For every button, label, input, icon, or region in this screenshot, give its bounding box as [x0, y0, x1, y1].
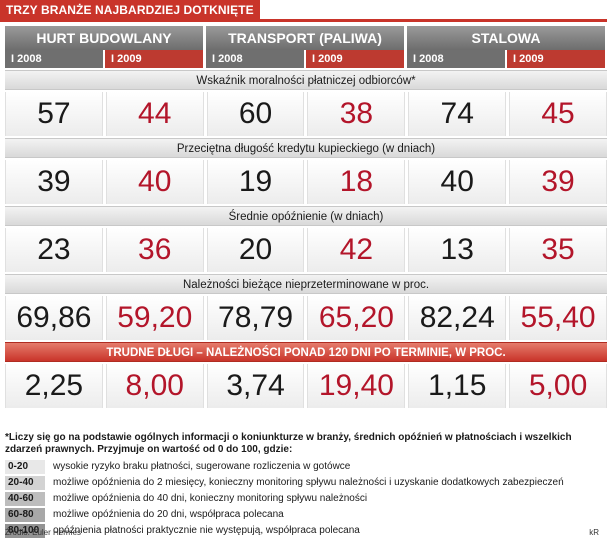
sector-header: STALOWA I 2008 I 2009	[407, 26, 605, 68]
value-cell: 20	[206, 228, 305, 272]
value-cell: 40	[408, 160, 507, 204]
value-cell: 23	[5, 228, 103, 272]
value-cell: 65,20	[307, 296, 406, 340]
legend-text: opóźnienia płatności praktycznie nie wys…	[53, 525, 360, 536]
legend-row: 40-60 możliwe opóźnienia do 40 dni, konie…	[5, 491, 603, 507]
value-cell: 74	[408, 92, 507, 136]
sector-header: HURT BUDOWLANY I 2008 I 2009	[5, 26, 203, 68]
legend-range: 40-60	[5, 492, 45, 506]
sector-header-row: HURT BUDOWLANY I 2008 I 2009 TRANSPORT (…	[5, 26, 607, 68]
notes: *Liczy się go na podstawie ogólnych info…	[5, 432, 603, 539]
legend-range: 80-100	[5, 524, 45, 538]
legend-row: 80-100 opóźnienia płatności praktycznie n…	[5, 523, 603, 539]
metric-values-row: 69,86 59,20 78,79 65,20 82,24 55,40	[5, 296, 607, 340]
value-cell: 40	[105, 160, 204, 204]
value-cell: 78,79	[206, 296, 305, 340]
period-label: I 2008	[5, 50, 103, 68]
value-cell: 3,74	[206, 364, 305, 408]
value-cell: 42	[307, 228, 406, 272]
scale-legend: 0-20 wysokie ryzyko braku płatności, suge…	[5, 459, 603, 539]
metric-values-row: 39 40 19 18 40 39	[5, 160, 607, 204]
legend-row: 20-40 możliwe opóźnienia do 2 miesięcy, k…	[5, 475, 603, 491]
period-label: I 2009	[105, 50, 203, 68]
value-cell: 1,15	[408, 364, 507, 408]
value-cell: 2,25	[5, 364, 103, 408]
period-label: I 2009	[507, 50, 605, 68]
value-cell: 55,40	[509, 296, 607, 340]
legend-text: możliwe opóźnienia do 20 dni, współpraca…	[53, 509, 284, 520]
author-credit: kR	[589, 528, 599, 537]
value-cell: 44	[105, 92, 204, 136]
value-cell: 5,00	[509, 364, 607, 408]
value-cell: 39	[509, 160, 607, 204]
value-cell: 39	[5, 160, 103, 204]
value-cell: 8,00	[105, 364, 204, 408]
metric-values-row: 57 44 60 38 74 45	[5, 92, 607, 136]
metric-label: Przeciętna długość kredytu kupieckiego (…	[5, 138, 607, 158]
sector-name: TRANSPORT (PALIWA)	[206, 26, 404, 50]
value-cell: 38	[307, 92, 406, 136]
value-cell: 35	[509, 228, 607, 272]
metric-label: Wskaźnik moralności płatniczej odbiorców…	[5, 70, 607, 90]
sector-name: STALOWA	[407, 26, 605, 50]
value-cell: 59,20	[105, 296, 204, 340]
sector-header: TRANSPORT (PALIWA) I 2008 I 2009	[206, 26, 404, 68]
value-cell: 60	[206, 92, 305, 136]
legend-row: 0-20 wysokie ryzyko braku płatności, suge…	[5, 459, 603, 475]
value-cell: 69,86	[5, 296, 103, 340]
metric-label: Należności bieżące nieprzeterminowane w …	[5, 274, 607, 294]
period-label: I 2008	[407, 50, 505, 68]
value-cell: 13	[408, 228, 507, 272]
sector-name: HURT BUDOWLANY	[5, 26, 203, 50]
legend-range: 60-80	[5, 508, 45, 522]
metric-values-row: 2,25 8,00 3,74 19,40 1,15 5,00	[5, 364, 607, 408]
chart-title: TRZY BRANŻE NAJBARDZIEJ DOTKNIĘTE KRYZYS…	[0, 0, 260, 37]
metrics-container: Wskaźnik moralności płatniczej odbiorców…	[5, 70, 607, 408]
legend-text: możliwe opóźnienia do 40 dni, konieczny …	[53, 493, 368, 504]
value-cell: 82,24	[408, 296, 507, 340]
footnote: *Liczy się go na podstawie ogólnych info…	[5, 432, 572, 455]
period-label: I 2009	[306, 50, 404, 68]
metric-values-row: 23 36 20 42 13 35	[5, 228, 607, 272]
metric-label: TRUDNE DŁUGI – NALEŻNOŚCI PONAD 120 DNI …	[5, 342, 607, 362]
value-cell: 57	[5, 92, 103, 136]
legend-row: 60-80 możliwe opóźnienia do 20 dni, współ…	[5, 507, 603, 523]
value-cell: 36	[105, 228, 204, 272]
metric-label: Średnie opóźnienie (w dniach)	[5, 206, 607, 226]
value-cell: 19	[206, 160, 305, 204]
period-label: I 2008	[206, 50, 304, 68]
value-cell: 45	[509, 92, 607, 136]
legend-range: 0-20	[5, 460, 45, 474]
legend-text: wysokie ryzyko braku płatności, sugerowa…	[53, 461, 351, 472]
data-table: HURT BUDOWLANY I 2008 I 2009 TRANSPORT (…	[5, 26, 607, 408]
value-cell: 18	[307, 160, 406, 204]
value-cell: 19,40	[307, 364, 406, 408]
legend-text: możliwe opóźnienia do 2 miesięcy, koniec…	[53, 477, 564, 488]
source-note: Źródło: Euler Hermes	[5, 528, 82, 537]
title-underline	[0, 19, 607, 22]
legend-range: 20-40	[5, 476, 45, 490]
